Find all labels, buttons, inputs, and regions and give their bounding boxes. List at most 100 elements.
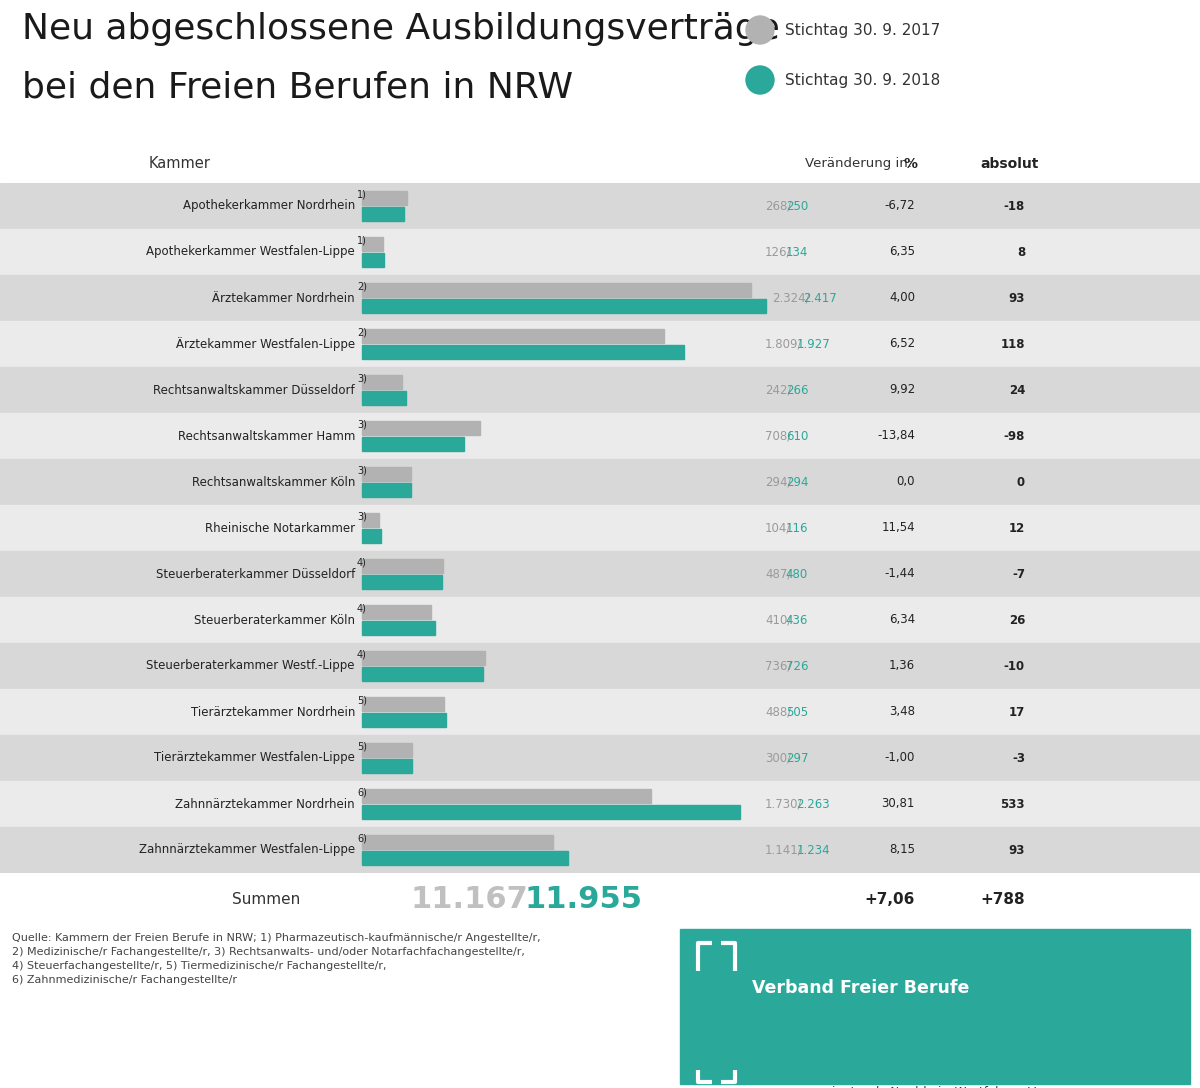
Bar	[362, 697, 444, 712]
Text: 17: 17	[1009, 705, 1025, 718]
Text: 116: 116	[786, 521, 809, 534]
Bar	[362, 605, 431, 619]
Text: bei den Freien Berufen in NRW: bei den Freien Berufen in NRW	[22, 70, 574, 104]
Text: 2.263: 2.263	[797, 798, 830, 811]
Text: 1.730/: 1.730/	[766, 798, 803, 811]
Bar	[0, 321, 1200, 367]
Text: 268/: 268/	[766, 199, 791, 212]
Text: Ärztekammer Nordrhein: Ärztekammer Nordrhein	[212, 292, 355, 305]
Bar	[362, 743, 412, 757]
Text: 480: 480	[786, 568, 808, 581]
Bar	[0, 367, 1200, 413]
Bar	[362, 652, 485, 665]
Text: 118: 118	[1001, 337, 1025, 350]
Bar	[362, 299, 766, 312]
Text: -10: -10	[1004, 659, 1025, 672]
Text: 93: 93	[1009, 292, 1025, 305]
Text: +788: +788	[980, 891, 1025, 906]
Text: Veränderung in:: Veränderung in:	[805, 158, 912, 171]
Text: 6): 6)	[358, 833, 367, 843]
Text: 736/: 736/	[766, 659, 791, 672]
Bar	[680, 929, 1190, 1084]
Bar	[362, 529, 382, 543]
Bar	[362, 391, 407, 405]
Text: 12: 12	[1009, 521, 1025, 534]
Text: 6): 6)	[358, 787, 367, 798]
Text: 4): 4)	[358, 650, 367, 659]
Text: 11.167: 11.167	[410, 885, 528, 914]
Text: Tierärztekammer Nordrhein: Tierärztekammer Nordrhein	[191, 705, 355, 718]
Text: 30,81: 30,81	[882, 798, 916, 811]
Bar	[0, 781, 1200, 827]
Bar	[0, 689, 1200, 735]
Text: 11.955: 11.955	[526, 885, 643, 914]
Text: 1.141/: 1.141/	[766, 843, 803, 856]
Text: -98: -98	[1003, 430, 1025, 443]
Bar	[362, 467, 412, 481]
Text: 4): 4)	[358, 603, 367, 614]
Text: Neu abgeschlossene Ausbildungsverträge: Neu abgeschlossene Ausbildungsverträge	[22, 12, 780, 46]
Text: 3,48: 3,48	[889, 705, 916, 718]
Circle shape	[746, 16, 774, 44]
Text: 488/: 488/	[766, 705, 791, 718]
Bar	[362, 191, 407, 205]
Bar	[362, 514, 379, 527]
Bar	[362, 667, 484, 681]
Bar	[0, 827, 1200, 873]
Text: 126/: 126/	[766, 246, 792, 259]
Text: 11,54: 11,54	[881, 521, 916, 534]
Text: 6,35: 6,35	[889, 246, 916, 259]
Text: 3): 3)	[358, 465, 367, 475]
Bar	[362, 252, 384, 267]
Bar	[362, 437, 464, 450]
Text: Zahnnärztekammer Nordrhein: Zahnnärztekammer Nordrhein	[175, 798, 355, 811]
Text: 3): 3)	[358, 419, 367, 429]
Text: 104/: 104/	[766, 521, 791, 534]
Bar	[0, 551, 1200, 597]
Text: 2.324/: 2.324/	[772, 292, 810, 305]
Text: -6,72: -6,72	[884, 199, 916, 212]
Text: 0,0: 0,0	[896, 475, 916, 489]
Text: 2): 2)	[358, 281, 367, 292]
Text: -18: -18	[1003, 199, 1025, 212]
Bar	[362, 805, 740, 819]
Text: 1.234: 1.234	[797, 843, 830, 856]
Bar	[362, 207, 403, 221]
Text: 3): 3)	[358, 373, 367, 383]
Bar	[362, 789, 652, 803]
Text: 0: 0	[1016, 475, 1025, 489]
Text: Stichtag 30. 9. 2018: Stichtag 30. 9. 2018	[785, 73, 941, 87]
Text: 5): 5)	[358, 695, 367, 705]
Text: 6,52: 6,52	[889, 337, 916, 350]
Text: 5): 5)	[358, 741, 367, 751]
Text: 1): 1)	[358, 189, 367, 199]
Text: absolut: absolut	[980, 157, 1039, 171]
Bar	[362, 621, 434, 634]
Text: 294: 294	[786, 475, 809, 489]
Text: 487/: 487/	[766, 568, 791, 581]
Text: -1,44: -1,44	[884, 568, 916, 581]
Text: -3: -3	[1012, 752, 1025, 765]
Bar	[362, 345, 684, 359]
Text: 1.927: 1.927	[797, 337, 830, 350]
Text: -13,84: -13,84	[877, 430, 916, 443]
Text: Rheinische Notarkammer: Rheinische Notarkammer	[205, 521, 355, 534]
Text: 726: 726	[786, 659, 809, 672]
Bar	[0, 183, 1200, 228]
Text: 297: 297	[786, 752, 809, 765]
Bar	[362, 483, 412, 497]
Text: 242/: 242/	[766, 383, 792, 396]
Text: Quelle: Kammern der Freien Berufe in NRW; 1) Pharmazeutisch-kaufmännische/r Ange: Quelle: Kammern der Freien Berufe in NRW…	[12, 934, 541, 985]
Text: Ärztekammer Westfalen-Lippe: Ärztekammer Westfalen-Lippe	[176, 337, 355, 351]
Bar	[362, 851, 569, 865]
Bar	[362, 836, 553, 849]
Text: 4,00: 4,00	[889, 292, 916, 305]
Bar	[362, 283, 750, 297]
Text: Verband Freier Berufe: Verband Freier Berufe	[752, 979, 970, 997]
Text: Summen: Summen	[232, 891, 300, 906]
Text: Steuerberaterkammer Köln: Steuerberaterkammer Köln	[194, 614, 355, 627]
Text: 4): 4)	[358, 557, 367, 567]
Bar	[0, 643, 1200, 689]
Bar	[362, 237, 383, 251]
Text: %: %	[904, 157, 917, 171]
